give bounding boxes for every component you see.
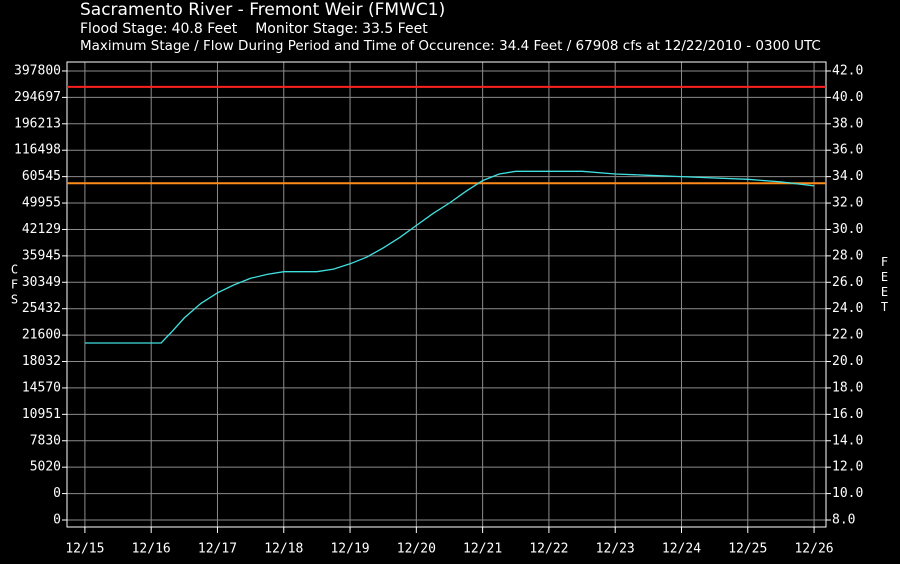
x-tick-label: 12/25 [728, 542, 767, 557]
y2-tick-label: 24.0 [832, 301, 863, 316]
y-tick-label: 10951 [22, 407, 61, 422]
x-tick-label: 12/15 [65, 542, 104, 557]
x-tick-label: 12/22 [529, 542, 568, 557]
y2-tick-label: 12.0 [832, 460, 863, 475]
y-tick-label: 0 [53, 486, 61, 501]
y-tick-label: 116498 [14, 143, 61, 158]
y2-tick-label: 8.0 [832, 513, 855, 528]
y2-tick-label: 30.0 [832, 222, 863, 237]
flood-stage-label: Flood Stage: [80, 21, 168, 37]
monitor-stage-label: Monitor Stage: [255, 21, 358, 37]
y-tick-label: 0 [53, 513, 61, 528]
y2-axis-label: FEET [878, 255, 892, 315]
y2-tick-label: 20.0 [832, 354, 863, 369]
y-tick-label: 18032 [22, 354, 61, 369]
x-tick-label: 12/16 [132, 542, 171, 557]
chart-title: Sacramento River - Fremont Weir (FMWC1) [80, 0, 445, 20]
y-axis-label: CFS [8, 263, 22, 308]
y2-tick-label: 42.0 [832, 63, 863, 78]
y-tick-label: 196213 [14, 116, 61, 131]
y-tick-label: 14570 [22, 380, 61, 395]
y-tick-label: 60545 [22, 169, 61, 184]
y2-tick-label: 26.0 [832, 275, 863, 290]
x-tick-label: 12/18 [264, 542, 303, 557]
x-tick-label: 12/24 [662, 542, 701, 557]
y2-tick-label: 22.0 [832, 328, 863, 343]
monitor-stage-value: 33.5 Feet [362, 21, 428, 37]
y2-tick-label: 36.0 [832, 143, 863, 158]
y2-tick-label: 16.0 [832, 407, 863, 422]
x-tick-label: 12/23 [596, 542, 635, 557]
y2-tick-label: 40.0 [832, 90, 863, 105]
plot-border [66, 61, 827, 528]
y2-tick-label: 10.0 [832, 486, 863, 501]
x-tick-label: 12/26 [794, 542, 833, 557]
y2-tick-label: 34.0 [832, 169, 863, 184]
flood-stage-value: 40.8 Feet [172, 21, 238, 37]
y-tick-label: 25432 [22, 301, 61, 316]
x-tick-label: 12/20 [397, 542, 436, 557]
y2-tick-label: 38.0 [832, 116, 863, 131]
y-tick-label: 49955 [22, 196, 61, 211]
y2-tick-label: 14.0 [832, 433, 863, 448]
y-tick-label: 21600 [22, 328, 61, 343]
y-tick-label: 7830 [30, 433, 61, 448]
y-tick-label: 30349 [22, 275, 61, 290]
y2-tick-label: 32.0 [832, 196, 863, 211]
y2-tick-label: 18.0 [832, 380, 863, 395]
x-tick-label: 12/17 [198, 542, 237, 557]
x-tick-label: 12/21 [463, 542, 502, 557]
y-tick-label: 294697 [14, 90, 61, 105]
chart-subtitle: Maximum Stage / Flow During Period and T… [80, 38, 821, 54]
series-line [84, 170, 815, 344]
y-tick-label: 42129 [22, 222, 61, 237]
y2-tick-label: 28.0 [832, 248, 863, 263]
y-tick-label: 35945 [22, 248, 61, 263]
x-tick-label: 12/19 [330, 542, 369, 557]
y-tick-label: 397800 [14, 63, 61, 78]
y-tick-label: 5020 [30, 460, 61, 475]
